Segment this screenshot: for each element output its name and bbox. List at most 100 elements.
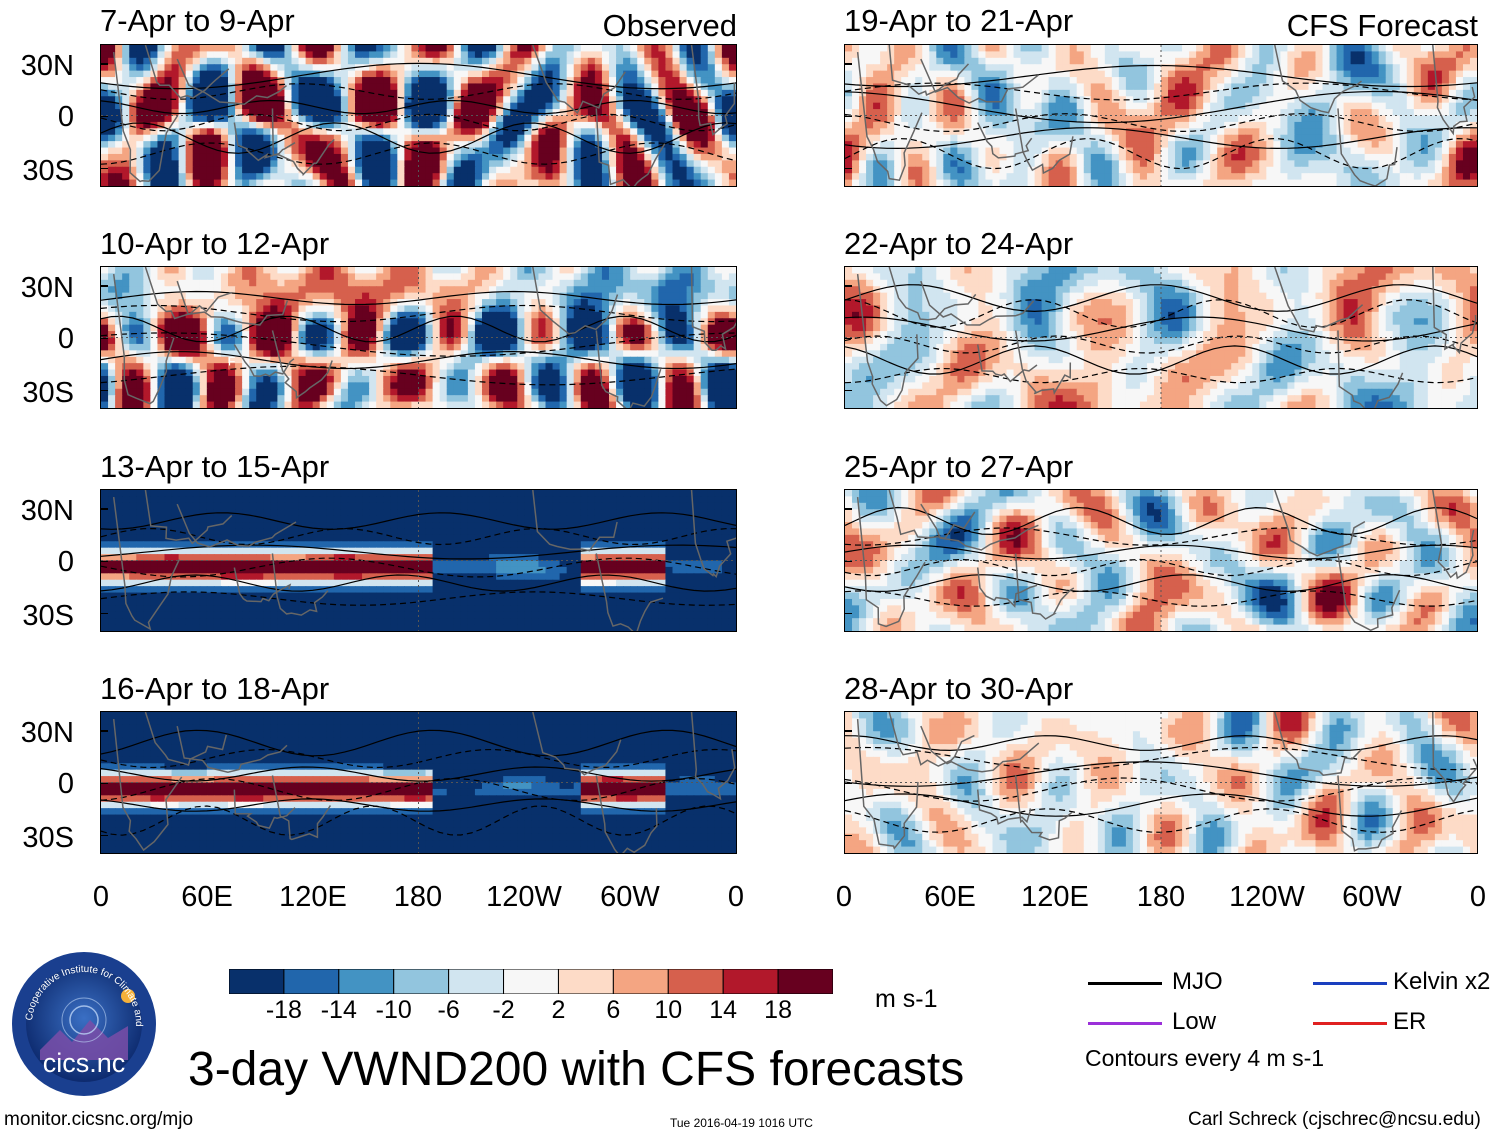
lat-tick bbox=[101, 285, 108, 287]
coastline bbox=[1432, 45, 1476, 136]
coastline bbox=[595, 330, 662, 408]
colorbar-swatch bbox=[503, 968, 559, 995]
coastline bbox=[112, 273, 175, 405]
coastline bbox=[1432, 490, 1475, 580]
lat-tick bbox=[101, 508, 108, 510]
coastline bbox=[144, 712, 228, 766]
coastlines bbox=[112, 712, 736, 853]
panel-title-obs-3: 13-Apr to 15-Apr bbox=[100, 449, 330, 484]
contour-line bbox=[101, 290, 736, 306]
colorbar-tick-label: -14 bbox=[320, 996, 357, 1024]
coastline bbox=[920, 503, 1039, 551]
coastline bbox=[595, 553, 664, 631]
legend-line-er bbox=[1313, 1022, 1387, 1025]
map-field-cells bbox=[845, 45, 1477, 186]
coastline bbox=[595, 108, 666, 186]
legend-line-mjo bbox=[1088, 982, 1162, 985]
colorbar-swatch bbox=[557, 968, 614, 995]
lat-tick bbox=[845, 115, 852, 117]
contour-line bbox=[101, 512, 736, 530]
map-panel-forecast-3 bbox=[844, 489, 1478, 632]
lon-label: 180 bbox=[1136, 881, 1186, 913]
footer-url[interactable]: monitor.cicsnc.org/mjo bbox=[4, 1109, 194, 1130]
coastline bbox=[176, 503, 297, 548]
map-panel-forecast-4 bbox=[844, 711, 1478, 854]
lat-tick bbox=[845, 337, 852, 339]
lat-tick bbox=[101, 115, 108, 117]
map-panel-observed-2: F bbox=[100, 266, 737, 409]
lat-tick bbox=[101, 834, 108, 837]
coastline bbox=[532, 490, 618, 552]
contour-note: Contours every 4 m s-1 bbox=[1085, 1045, 1325, 1071]
colorbar-tick-label: -2 bbox=[492, 996, 515, 1024]
colorbar-tick-label: -6 bbox=[437, 996, 460, 1024]
map-field-cells bbox=[101, 45, 736, 186]
contour-line bbox=[101, 332, 736, 357]
coastlines bbox=[112, 267, 736, 408]
coastline bbox=[690, 712, 736, 801]
contour-line bbox=[845, 367, 1477, 384]
colorbar-swatch bbox=[777, 968, 834, 995]
coastline bbox=[1274, 712, 1362, 776]
lat-label-30n: 30N bbox=[20, 50, 74, 82]
lon-label: 0 bbox=[1469, 881, 1487, 913]
coastline bbox=[532, 45, 626, 114]
coastline bbox=[1014, 330, 1072, 396]
map-field bbox=[845, 712, 1477, 853]
lat-label-eq: 0 bbox=[57, 768, 74, 800]
lat-label-30n: 30N bbox=[20, 495, 74, 527]
map-field bbox=[845, 267, 1477, 408]
coastline bbox=[233, 789, 296, 829]
colorbar-swatch bbox=[448, 968, 505, 995]
lat-label-eq: 0 bbox=[57, 101, 74, 133]
lat-tick bbox=[101, 612, 108, 615]
lat-tick bbox=[101, 63, 108, 65]
coastlines bbox=[112, 45, 736, 186]
coastline bbox=[690, 45, 736, 136]
panel-title-fc-2: 22-Apr to 24-Apr bbox=[844, 226, 1074, 261]
lat-tick bbox=[845, 63, 852, 65]
lat-tick bbox=[101, 782, 108, 784]
coastline bbox=[920, 58, 1040, 104]
lat-tick bbox=[845, 782, 852, 784]
colorbar bbox=[228, 968, 834, 999]
coastline bbox=[856, 496, 926, 628]
coastlines bbox=[856, 267, 1477, 408]
colorbar-swatch bbox=[228, 968, 285, 995]
colorbar-tick-label: 2 bbox=[551, 996, 566, 1024]
lat-tick bbox=[101, 167, 108, 170]
contour-line bbox=[845, 574, 1477, 593]
colorbar-tick-label: 6 bbox=[606, 996, 621, 1024]
map-panel-forecast-2 bbox=[844, 266, 1478, 409]
coastline bbox=[144, 490, 233, 545]
legend-line-low bbox=[1088, 1022, 1162, 1025]
lon-label: 0 bbox=[727, 881, 745, 913]
lon-label: 180 bbox=[393, 881, 443, 913]
cicsnc-logo[interactable]: Cooperative Institute for Climate and Sa… bbox=[7, 942, 158, 1098]
contour-line bbox=[845, 527, 1477, 546]
coastline bbox=[233, 344, 295, 377]
contour-lines bbox=[101, 290, 736, 386]
coastline bbox=[271, 775, 332, 841]
lat-label-30n: 30N bbox=[20, 717, 74, 749]
coastlines bbox=[856, 490, 1475, 631]
coastlines bbox=[112, 490, 736, 631]
coastline bbox=[176, 58, 287, 105]
contour-line bbox=[845, 82, 1477, 101]
contour-line bbox=[845, 90, 1477, 124]
map-field bbox=[845, 490, 1477, 631]
contour-line bbox=[101, 591, 736, 606]
contour-line bbox=[845, 127, 1477, 150]
legend-label-low: Low bbox=[1172, 1008, 1217, 1035]
coastlines bbox=[856, 712, 1477, 852]
coastline bbox=[976, 789, 1032, 825]
colorbar-swatch bbox=[393, 968, 450, 995]
coastline bbox=[1014, 108, 1074, 175]
coastline bbox=[888, 267, 977, 321]
colorbar-unit: m s-1 bbox=[875, 985, 938, 1013]
coastline bbox=[1337, 330, 1404, 408]
lat-tick bbox=[101, 730, 108, 732]
lat-tick bbox=[101, 337, 108, 339]
lat-tick bbox=[845, 389, 852, 392]
panel-title-fc-1: 19-Apr to 21-Apr bbox=[844, 3, 1074, 38]
